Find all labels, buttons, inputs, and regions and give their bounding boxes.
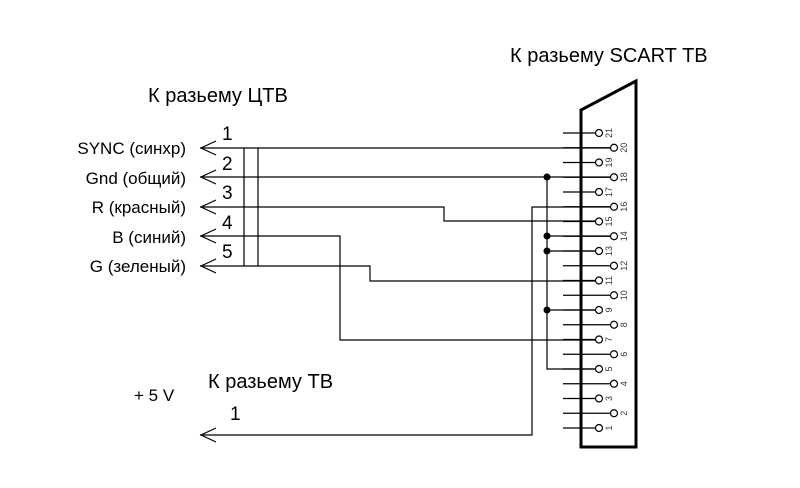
pin-number-1: 1	[222, 124, 233, 145]
pin-label: 8	[619, 322, 629, 327]
junction-dots	[543, 173, 551, 314]
pin-label: 16	[619, 202, 629, 212]
pin-label: 5	[604, 366, 614, 371]
pin-contact	[609, 261, 619, 270]
signal-label-g: G (зеленый)	[90, 257, 186, 276]
signal-label-sync: SYNC (синхр)	[77, 139, 186, 158]
pin-label: 4	[619, 381, 629, 386]
junction-dot	[543, 247, 551, 255]
pin-contact	[594, 128, 604, 138]
signal-label-5v: + 5 V	[134, 386, 175, 405]
junction-dot	[543, 173, 551, 181]
pin-label: 20	[619, 143, 629, 153]
pin-label: 14	[619, 231, 629, 241]
pin-label: 7	[604, 337, 614, 342]
pin-label: 18	[619, 172, 629, 182]
pin-label: 12	[619, 261, 629, 271]
pin-number-3: 3	[222, 183, 233, 204]
pin-label: 10	[619, 290, 629, 300]
pin-label: 15	[604, 216, 614, 226]
scart-connector-body	[579, 78, 638, 449]
pin-label: 13	[604, 246, 614, 256]
pin-contact	[609, 143, 619, 152]
pin-label: 6	[619, 352, 629, 357]
pin-contact	[594, 423, 604, 433]
pin-label: 21	[604, 128, 614, 138]
pin-contact	[609, 202, 619, 211]
wire-g	[200, 265, 599, 282]
tv-title: К разьему ТВ	[208, 371, 333, 393]
pin-label: 19	[604, 157, 614, 167]
pin-contact	[609, 409, 619, 418]
ctv-title: К разьему ЦТВ	[148, 85, 288, 107]
signal-label-gnd: Gnd (общий)	[86, 169, 186, 188]
pin-number-2: 2	[222, 154, 233, 175]
pin-contact	[594, 158, 604, 167]
pin-label: 2	[619, 411, 629, 416]
pin-label: 9	[604, 307, 614, 312]
pin-contact	[609, 320, 619, 329]
junction-dot	[543, 306, 551, 314]
junction-dot	[543, 232, 551, 240]
signal-label-r: R (красный)	[92, 198, 186, 217]
pin-number-4: 4	[222, 213, 233, 234]
pin-contact	[609, 350, 619, 359]
pin-contact	[609, 173, 619, 182]
pin-contact	[609, 291, 619, 300]
pin-contact	[594, 276, 604, 285]
pin-label: 17	[604, 187, 614, 197]
scart-title: К разьему SCART ТВ	[510, 45, 708, 67]
wire-b	[200, 235, 599, 341]
wire-r	[200, 206, 599, 222]
tv-pin-number-1: 1	[230, 404, 241, 425]
arrow-icons	[199, 140, 217, 443]
wire-5v	[200, 206, 614, 436]
pin-contact	[594, 335, 604, 344]
pin-contact	[594, 187, 604, 197]
pin-contact	[609, 379, 619, 388]
pin-number-5: 5	[222, 242, 233, 263]
signal-label-b: B (синий)	[112, 228, 186, 247]
pin-label: 1	[604, 425, 614, 430]
pin-label: 3	[604, 396, 614, 401]
pin-contact	[594, 246, 604, 256]
pin-contact	[594, 394, 604, 403]
pin-contact	[594, 305, 604, 315]
pin-contact	[594, 364, 604, 374]
pin-contact	[609, 232, 619, 241]
pin-label: 11	[604, 276, 614, 285]
pin-contact	[594, 217, 604, 226]
